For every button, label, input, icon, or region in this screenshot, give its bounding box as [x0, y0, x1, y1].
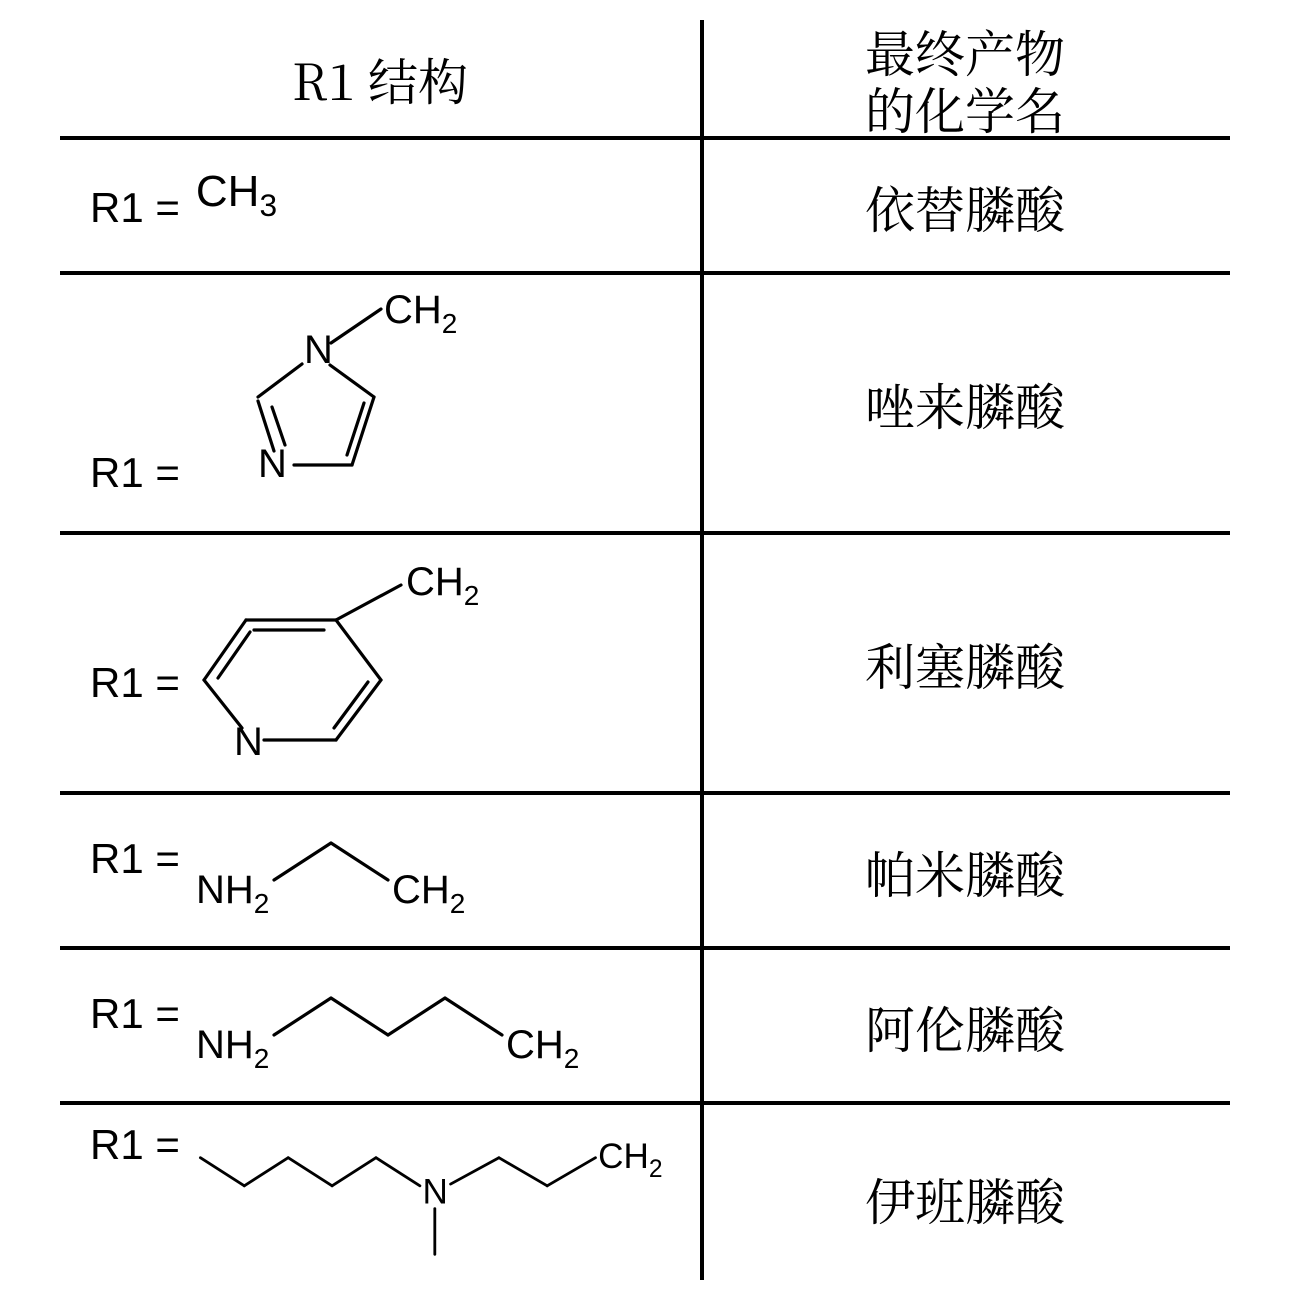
name-cell: 唑来膦酸 [700, 275, 1230, 535]
structure-cell: R1 = N CH2 N [60, 275, 700, 535]
r1-prefix: R1 = [90, 835, 180, 883]
table-row: R1 = NH2 CH2 阿伦膦酸 [60, 950, 1230, 1105]
structure-imidazole: N CH2 N [196, 285, 456, 505]
compound-name: 利塞膦酸 [865, 636, 1065, 694]
r1-prefix: R1 = [90, 1121, 180, 1169]
svg-text:CH2: CH2 [506, 1023, 579, 1074]
svg-text:N: N [422, 1172, 447, 1211]
structure-ch3: CH3 [196, 167, 277, 224]
structure-pamidronate-r: NH2 CH2 [196, 818, 526, 928]
structure-ibandronate-r: N CH2 [196, 1121, 670, 1291]
table-row: R1 = N [60, 535, 1230, 795]
svg-text:NH2: NH2 [196, 1023, 269, 1074]
r1-prefix: R1 = [90, 184, 180, 232]
structure-cell: R1 = NH2 CH2 [60, 795, 700, 950]
compound-name: 阿伦膦酸 [865, 999, 1065, 1057]
name-cell: 依替膦酸 [700, 140, 1230, 275]
structure-cell: R1 = CH3 [60, 140, 700, 275]
structure-pyridine: N CH2 [196, 550, 536, 780]
header-left-cell: R1 结构 [60, 20, 700, 140]
table-header-row: R1 结构 最终产物 的化学名 [60, 20, 1230, 140]
header-right-label: 最终产物 的化学名 [865, 23, 1065, 138]
compound-name: 依替膦酸 [865, 179, 1065, 237]
r1-prefix: R1 = [90, 990, 180, 1038]
table-row: R1 = NH2 CH2 帕米膦酸 [60, 795, 1230, 950]
svg-text:CH2: CH2 [384, 288, 456, 339]
svg-text:CH2: CH2 [392, 868, 465, 919]
structure-alendronate-r: NH2 CH2 [196, 973, 616, 1083]
r1-prefix: R1 = [90, 659, 180, 707]
compound-name: 伊班膦酸 [865, 1171, 1065, 1229]
svg-text:N: N [234, 720, 263, 764]
page: R1 结构 最终产物 的化学名 R1 = CH3 依替膦酸 [0, 0, 1289, 1286]
structure-cell: R1 = NH2 CH2 [60, 950, 700, 1105]
compound-name: 唑来膦酸 [865, 376, 1065, 434]
table-row: R1 = CH3 依替膦酸 [60, 140, 1230, 275]
structure-table: R1 结构 最终产物 的化学名 R1 = CH3 依替膦酸 [60, 20, 1230, 1295]
header-left-label: R1 结构 [292, 51, 468, 109]
svg-text:NH2: NH2 [196, 868, 269, 919]
name-cell: 伊班膦酸 [700, 1105, 1230, 1295]
structure-cell: R1 = N [60, 535, 700, 795]
name-cell: 利塞膦酸 [700, 535, 1230, 795]
table-row: R1 = N CH2 N [60, 275, 1230, 535]
svg-text:CH2: CH2 [598, 1137, 662, 1183]
header-right-cell: 最终产物 的化学名 [700, 20, 1230, 140]
name-cell: 阿伦膦酸 [700, 950, 1230, 1105]
r1-prefix: R1 = [90, 449, 180, 497]
compound-name: 帕米膦酸 [865, 844, 1065, 902]
name-cell: 帕米膦酸 [700, 795, 1230, 950]
structure-cell: R1 = N CH2 [60, 1105, 700, 1295]
svg-text:CH2: CH2 [406, 560, 479, 611]
table-row: R1 = N CH2 [60, 1105, 1230, 1295]
